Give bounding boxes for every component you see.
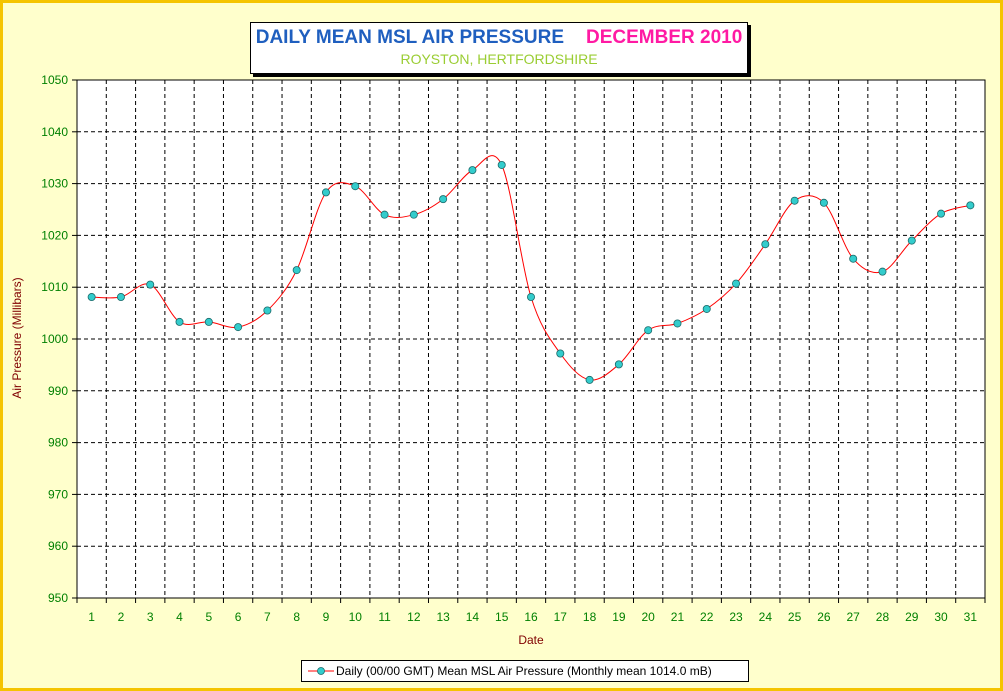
x-tick-label: 25: [788, 610, 802, 624]
data-point: [644, 326, 653, 335]
data-point: [351, 182, 360, 191]
data-point: [937, 209, 946, 218]
data-point: [263, 306, 272, 315]
y-axis-title: Air Pressure (Millibars): [10, 277, 24, 399]
y-tick-label: 1030: [41, 177, 68, 191]
y-tick-label: 980: [48, 436, 68, 450]
data-point: [556, 349, 565, 358]
x-tick-label: 28: [876, 610, 890, 624]
x-tick-label: 15: [495, 610, 509, 624]
data-point: [175, 317, 184, 326]
x-tick-label: 14: [466, 610, 480, 624]
x-tick-label: 26: [817, 610, 831, 624]
x-tick-label: 23: [729, 610, 743, 624]
x-tick-label: 5: [205, 610, 212, 624]
x-tick-label: 2: [118, 610, 125, 624]
x-tick-label: 9: [323, 610, 330, 624]
y-tick-label: 1020: [41, 228, 68, 242]
x-tick-label: 6: [235, 610, 242, 624]
data-point: [702, 304, 711, 313]
legend-swatch: [308, 667, 334, 675]
x-tick-label: 19: [612, 610, 626, 624]
data-point: [292, 266, 301, 275]
data-point: [849, 254, 858, 263]
data-point: [878, 267, 887, 276]
data-point: [204, 317, 213, 326]
x-tick-label: 31: [964, 610, 978, 624]
data-point: [673, 319, 682, 328]
data-point: [439, 195, 448, 204]
chart-title: DAILY MEAN MSL AIR PRESSURE: [255, 27, 564, 48]
x-axis-title: Date: [518, 633, 544, 647]
chart-title-line: DAILY MEAN MSL AIR PRESSURE DECEMBER 2010: [251, 27, 747, 49]
data-point: [87, 293, 96, 302]
legend: Daily (00/00 GMT) Mean MSL Air Pressure …: [301, 660, 749, 682]
chart-title-month: DECEMBER 2010: [586, 27, 743, 48]
y-tick-label: 1050: [41, 73, 68, 87]
y-tick-label: 960: [48, 539, 68, 553]
x-tick-label: 13: [436, 610, 450, 624]
plot-border: [76, 79, 986, 599]
chart-subtitle: ROYSTON, HERTFORDSHIRE: [400, 51, 598, 67]
x-tick-label: 22: [700, 610, 714, 624]
data-point: [585, 375, 594, 384]
x-tick-label: 10: [349, 610, 363, 624]
data-point: [409, 210, 418, 219]
y-tick-label: 1010: [41, 280, 68, 294]
legend-label: Daily (00/00 GMT) Mean MSL Air Pressure …: [336, 664, 712, 678]
data-point: [380, 210, 389, 219]
x-tick-label: 8: [293, 610, 300, 624]
data-point: [146, 280, 155, 289]
x-tick-label: 18: [583, 610, 597, 624]
data-point: [527, 293, 536, 302]
x-tick-label: 7: [264, 610, 271, 624]
data-point: [761, 240, 770, 249]
x-tick-label: 24: [759, 610, 773, 624]
y-tick-label: 950: [48, 591, 68, 605]
data-point: [819, 198, 828, 207]
x-tick-label: 30: [934, 610, 948, 624]
x-tick-label: 1: [88, 610, 95, 624]
x-tick-label: 11: [378, 610, 391, 624]
x-tick-label: 29: [905, 610, 919, 624]
x-tick-label: 3: [147, 610, 154, 624]
data-point: [966, 201, 975, 210]
y-tick-label: 1040: [41, 125, 68, 139]
data-point: [790, 196, 799, 205]
x-tick-label: 20: [641, 610, 655, 624]
chart-title-box: DAILY MEAN MSL AIR PRESSURE DECEMBER 2010…: [250, 22, 748, 74]
data-point: [614, 360, 623, 369]
data-point: [907, 236, 916, 245]
x-tick-label: 12: [407, 610, 421, 624]
data-point: [468, 166, 477, 175]
x-tick-label: 27: [847, 610, 861, 624]
x-tick-label: 4: [176, 610, 183, 624]
y-tick-label: 970: [48, 487, 68, 501]
data-point: [321, 188, 330, 197]
x-tick-label: 21: [671, 610, 685, 624]
x-tick-label: 17: [554, 610, 568, 624]
data-point: [234, 323, 243, 332]
y-tick-label: 990: [48, 384, 68, 398]
y-tick-label: 1000: [41, 332, 68, 346]
data-point: [116, 293, 125, 302]
data-point: [497, 160, 506, 169]
x-tick-label: 16: [524, 610, 538, 624]
data-point: [732, 279, 741, 288]
